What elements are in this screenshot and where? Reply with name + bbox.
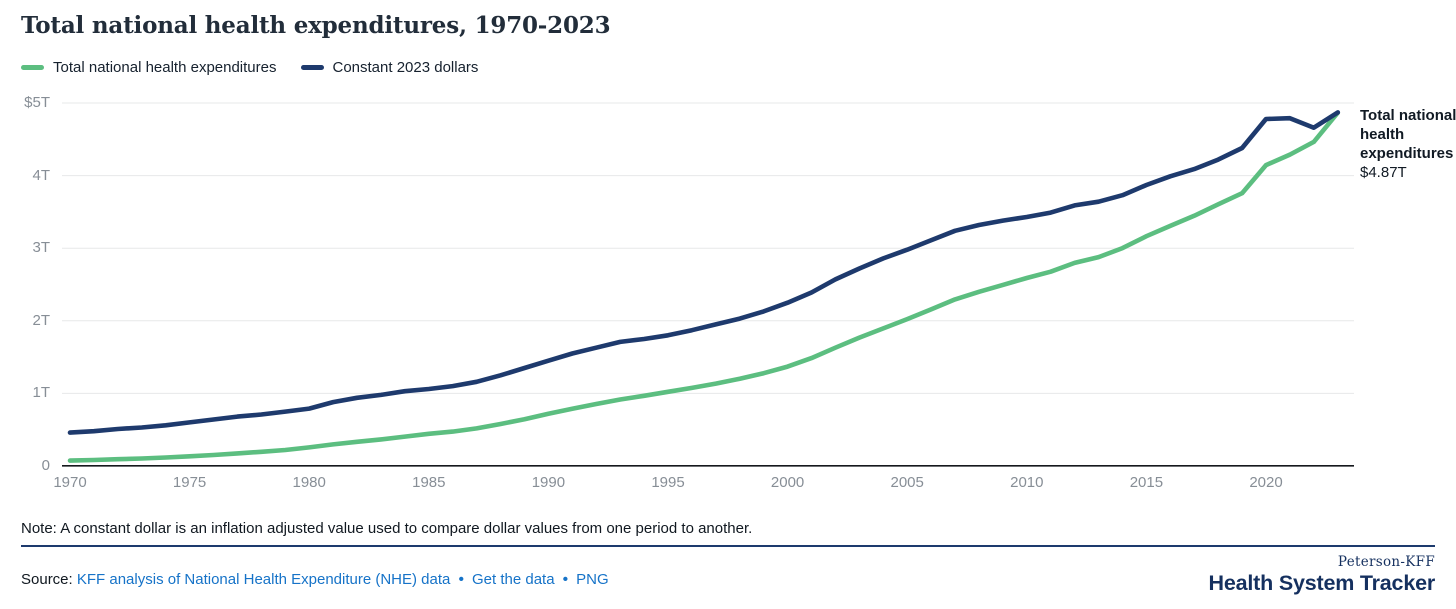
y-tick-label: 2T [32, 311, 50, 329]
x-tick-label: 1980 [292, 474, 326, 491]
legend-item-constant: Constant 2023 dollars [300, 59, 479, 76]
separator-dot: • [458, 571, 464, 588]
x-tick-label: 1985 [412, 474, 446, 491]
x-tick-label: 1975 [172, 474, 207, 491]
footer-divider [21, 545, 1435, 547]
series-end-annotation: Total national health expenditures $4.87… [1360, 106, 1456, 182]
annotation-value: $4.87T [1360, 164, 1407, 181]
x-tick-label: 2015 [1129, 474, 1164, 491]
get-the-data-link[interactable]: Get the data [472, 571, 555, 588]
x-tick-label: 1990 [531, 474, 566, 491]
legend-item-nominal: Total national health expenditures [21, 59, 277, 76]
nominal-expenditures-line [67, 110, 1341, 463]
x-tick-label: 2000 [770, 474, 805, 491]
x-tick-label: 2010 [1010, 474, 1044, 491]
logo-peterson-kff: Peterson-KFF [1337, 554, 1435, 570]
y-tick-label: $5T [24, 94, 50, 111]
legend-label-nominal: Total national health expenditures [53, 59, 277, 76]
y-tick-label: 0 [41, 457, 50, 474]
x-tick-label: 1995 [651, 474, 685, 491]
legend-swatch-green [21, 65, 44, 70]
x-tick-label: 2020 [1249, 474, 1283, 491]
source-line: Source: KFF analysis of National Health … [21, 571, 609, 588]
peterson-kff-logo: Peterson-KFF Health System Tracker [1208, 554, 1436, 596]
y-tick-label: 1T [32, 384, 50, 402]
chart-legend: Total national health expenditures Const… [21, 59, 478, 76]
constant-dollars-line [67, 110, 1341, 435]
source-label: Source: [21, 571, 73, 588]
plot-svg [62, 102, 1354, 467]
chart-area: $5T 4T 3T 2T 1T 0 1970 1975 1980 1985 1990 1995 200… [24, 94, 1456, 491]
x-tick-label: 1970 [53, 474, 87, 491]
y-tick-label: 3T [32, 239, 50, 257]
legend-swatch-navy [300, 65, 324, 70]
source-link-kff[interactable]: KFF analysis of National Health Expendit… [76, 571, 451, 588]
annotation-label: Total national health expenditures [1360, 107, 1456, 162]
gridlines [62, 102, 1354, 394]
page-title: Total national health expenditures, 1970… [21, 12, 611, 39]
chart-note: Note: A constant dollar is an inflation … [21, 520, 753, 537]
y-tick-label: 4T [32, 166, 50, 184]
x-tick-label: 2005 [890, 474, 924, 491]
png-download-link[interactable]: PNG [576, 571, 609, 588]
legend-label-constant: Constant 2023 dollars [332, 59, 479, 76]
separator-dot: • [562, 571, 568, 588]
logo-health-system-tracker: Health System Tracker [1208, 571, 1436, 595]
series-lines [67, 110, 1341, 463]
